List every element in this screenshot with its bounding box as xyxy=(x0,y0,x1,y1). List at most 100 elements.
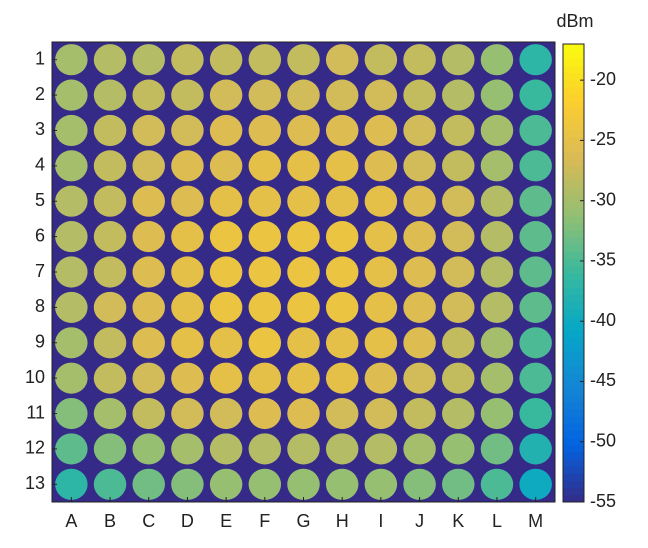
spot xyxy=(519,433,552,465)
y-tick-label: 11 xyxy=(26,402,45,422)
spot xyxy=(519,327,552,359)
colorbar-segment xyxy=(563,158,584,167)
spot xyxy=(519,44,552,76)
spot xyxy=(55,362,88,394)
colorbar-segment xyxy=(563,201,584,210)
spot xyxy=(364,362,398,394)
spot xyxy=(519,79,552,111)
colorbar-tick-label: -20 xyxy=(590,69,616,89)
spot xyxy=(55,150,88,182)
spot xyxy=(132,185,165,217)
spot xyxy=(287,468,320,500)
x-tick-label: G xyxy=(296,511,310,531)
colorbar-segment xyxy=(563,273,584,281)
spot xyxy=(248,291,282,323)
spot xyxy=(171,114,204,147)
spot xyxy=(480,79,514,111)
spot xyxy=(442,79,475,111)
spot xyxy=(403,291,436,323)
colorbar-segment xyxy=(563,179,584,188)
spot xyxy=(442,150,475,182)
spot xyxy=(132,256,165,288)
colorbar-segment xyxy=(563,337,584,346)
spot xyxy=(171,44,204,76)
spot xyxy=(403,114,436,147)
x-tick-label: H xyxy=(336,511,349,531)
spot xyxy=(519,185,552,217)
spot xyxy=(480,256,514,288)
spot xyxy=(93,114,127,147)
spot xyxy=(442,291,475,323)
spot xyxy=(403,150,436,182)
colorbar-segment xyxy=(563,108,584,117)
spot xyxy=(209,79,243,111)
y-tick-label: 3 xyxy=(35,119,45,139)
spot xyxy=(93,362,127,394)
colorbar-segment xyxy=(563,358,584,367)
colorbar-segment xyxy=(563,344,584,353)
colorbar-segment xyxy=(563,129,584,138)
colorbar-segment xyxy=(563,380,584,388)
spot xyxy=(287,44,320,76)
spot xyxy=(519,256,552,288)
spot xyxy=(325,150,359,182)
spot xyxy=(325,221,359,253)
spot xyxy=(519,362,552,394)
colorbar-segment xyxy=(563,101,584,109)
spot xyxy=(403,185,436,217)
colorbar-label: dBm xyxy=(556,11,593,31)
spot xyxy=(209,114,243,147)
spot xyxy=(325,468,359,500)
spot xyxy=(55,256,88,288)
colorbar-segment xyxy=(563,137,584,145)
spot xyxy=(519,397,552,430)
spot xyxy=(480,44,514,76)
colorbar-segment xyxy=(563,451,584,460)
spot xyxy=(325,79,359,111)
y-tick-label: 7 xyxy=(35,261,45,281)
spot xyxy=(55,44,88,76)
x-tick-label: M xyxy=(528,511,543,531)
spot xyxy=(403,362,436,394)
colorbar-segment xyxy=(563,187,584,195)
colorbar-segment xyxy=(563,373,584,381)
colorbar-segment xyxy=(563,351,584,360)
spot xyxy=(209,362,243,394)
spot xyxy=(93,433,127,465)
spot xyxy=(93,256,127,288)
spot xyxy=(325,362,359,394)
spot xyxy=(248,150,282,182)
spot xyxy=(519,150,552,182)
spot xyxy=(287,256,320,288)
spot xyxy=(480,362,514,394)
colorbar-segment xyxy=(563,72,584,81)
colorbar-segment xyxy=(563,401,584,410)
spot xyxy=(209,291,243,323)
spot xyxy=(519,114,552,147)
spot xyxy=(171,291,204,323)
spot xyxy=(403,44,436,76)
spot xyxy=(209,150,243,182)
colorbar-tick-label: -25 xyxy=(590,129,616,149)
y-tick-label: 12 xyxy=(25,438,45,458)
colorbar-segment xyxy=(563,115,584,124)
spot xyxy=(93,79,127,111)
spot xyxy=(171,468,204,500)
spot xyxy=(287,397,320,430)
colorbar-segment xyxy=(563,287,584,295)
spot xyxy=(442,256,475,288)
colorbar-segment xyxy=(563,65,584,74)
colorbar-segment xyxy=(563,444,584,453)
colorbar-segment xyxy=(563,208,584,217)
colorbar-segment xyxy=(563,79,584,88)
spot xyxy=(55,114,88,147)
x-tick-label: F xyxy=(259,511,270,531)
spot xyxy=(132,397,165,430)
spot xyxy=(442,468,475,500)
spot xyxy=(209,185,243,217)
spot xyxy=(403,79,436,111)
spot xyxy=(403,468,436,500)
spot xyxy=(287,327,320,359)
x-tick-label: J xyxy=(415,511,424,531)
